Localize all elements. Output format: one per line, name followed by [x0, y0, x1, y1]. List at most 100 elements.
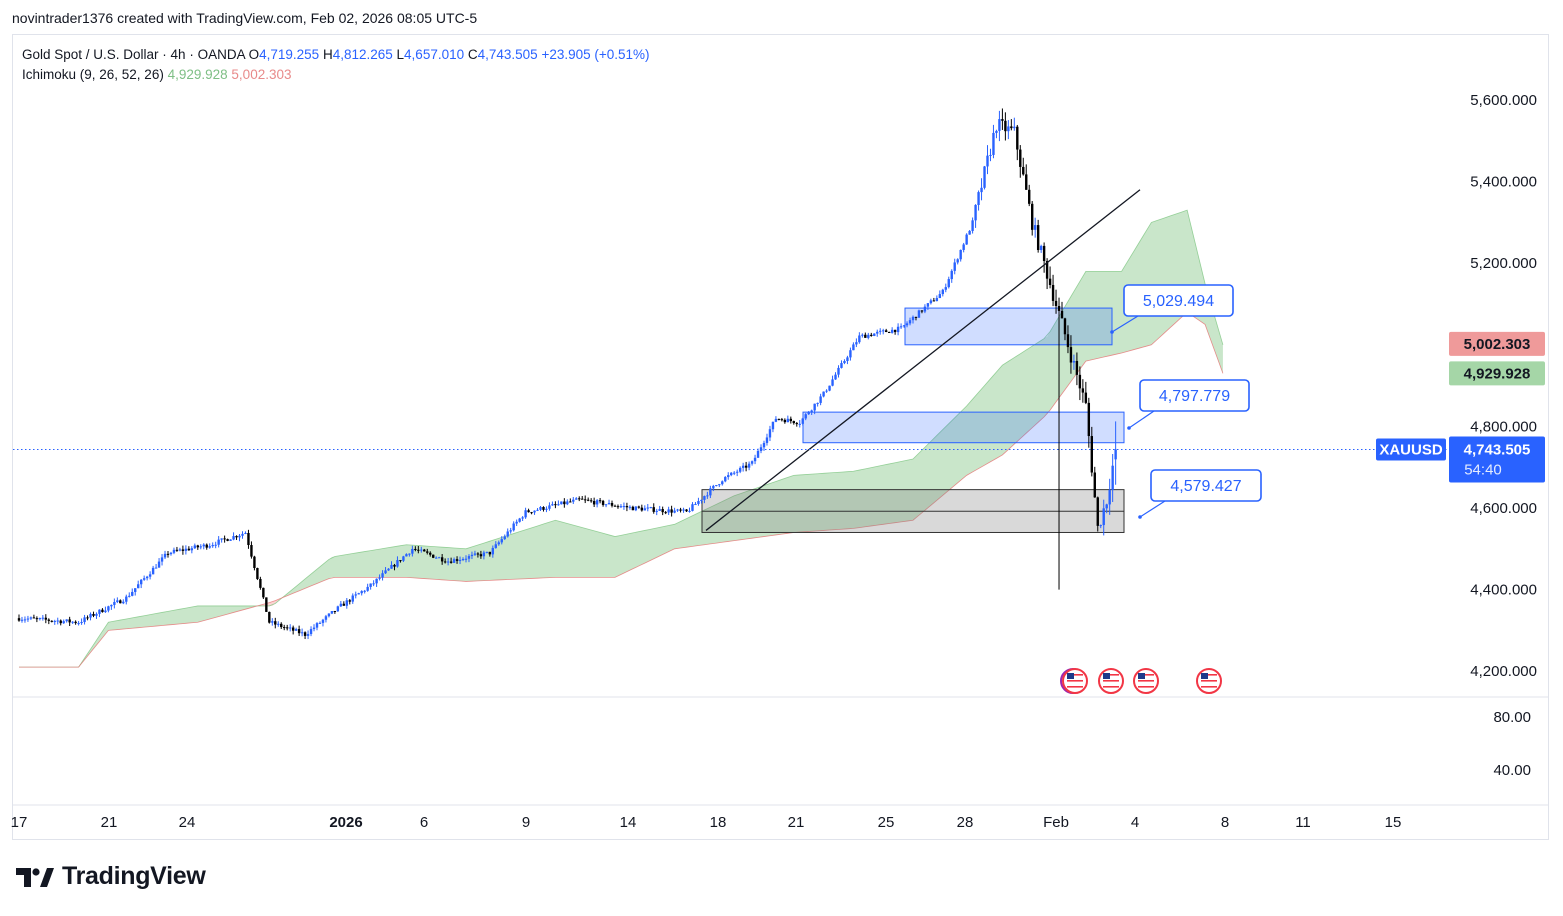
- us-flag-event-icon[interactable]: [1133, 668, 1159, 694]
- candle: [882, 328, 885, 335]
- candle: [941, 288, 944, 297]
- candle: [756, 448, 760, 458]
- candle-body: [86, 617, 89, 619]
- candle: [467, 554, 471, 563]
- candle: [738, 466, 742, 474]
- candle-body: [116, 600, 119, 602]
- candle: [166, 551, 170, 558]
- candle: [950, 269, 953, 283]
- candle-body: [616, 506, 620, 508]
- candle: [122, 599, 125, 605]
- candle-body: [262, 587, 265, 598]
- candle: [676, 508, 679, 512]
- candle: [65, 619, 68, 623]
- candle-body: [536, 509, 539, 511]
- candle-body: [1013, 126, 1016, 129]
- candle-body: [703, 496, 706, 500]
- candle-body: [798, 423, 801, 425]
- candle-body: [238, 535, 241, 538]
- candle: [998, 110, 1001, 142]
- symbol-badge-bg: [1376, 438, 1446, 461]
- candle: [26, 615, 30, 622]
- candle-body: [214, 544, 217, 546]
- y-tick-label: 5,600.000: [1470, 92, 1537, 109]
- candle: [369, 583, 372, 590]
- candle: [792, 420, 795, 425]
- candle-body: [288, 627, 292, 629]
- candle-body: [578, 498, 581, 500]
- candle-body: [405, 554, 408, 557]
- candle: [17, 614, 21, 622]
- candle: [420, 546, 423, 553]
- candle: [965, 233, 968, 245]
- ichimoku-b-badge-text: 5,002.303: [1464, 336, 1531, 353]
- candle: [211, 542, 214, 548]
- y-tick-label: 4,400.000: [1470, 582, 1537, 599]
- candle-body: [634, 506, 638, 511]
- candle: [291, 625, 295, 635]
- candle: [455, 556, 459, 564]
- candle-body: [697, 500, 700, 505]
- candle: [658, 505, 661, 511]
- candle-body: [497, 542, 500, 545]
- candle-body: [312, 627, 316, 630]
- candle-body: [423, 549, 426, 552]
- candle: [911, 315, 915, 324]
- candle-body: [947, 279, 950, 288]
- legend-ichimoku-label[interactable]: Ichimoku (9, 26, 52, 26): [22, 67, 164, 82]
- candle-body: [744, 465, 748, 468]
- candle-body: [980, 187, 983, 193]
- candle: [208, 543, 211, 549]
- candle-body: [327, 613, 331, 617]
- candle: [625, 502, 629, 512]
- candle: [333, 610, 337, 614]
- candle-body: [92, 613, 95, 616]
- candle-body: [655, 510, 658, 512]
- candle: [68, 616, 71, 627]
- candle-body: [786, 418, 790, 423]
- candle: [983, 165, 986, 190]
- candle-body: [777, 418, 781, 420]
- candle-body: [545, 508, 548, 510]
- x-tick-label: 25: [878, 814, 895, 831]
- candle-body: [32, 617, 36, 619]
- zone-callout[interactable]: 5,029.494: [1110, 284, 1234, 334]
- candle-body: [676, 509, 679, 511]
- candle: [458, 556, 462, 565]
- us-flag-event-icon[interactable]: [1196, 668, 1222, 694]
- candle: [476, 552, 480, 558]
- event-markers[interactable]: [1060, 668, 1222, 694]
- candle: [256, 567, 259, 581]
- candle: [834, 372, 837, 380]
- candle: [35, 616, 39, 623]
- zone-callout[interactable]: 4,579.427: [1138, 469, 1262, 519]
- candle-body: [44, 617, 48, 620]
- us-flag-event-icon[interactable]: [1098, 668, 1124, 694]
- candle: [1108, 478, 1111, 515]
- candle: [92, 611, 95, 618]
- candle-body: [20, 619, 24, 621]
- tradingview-logo[interactable]: TradingView: [16, 862, 206, 891]
- candle: [813, 403, 816, 415]
- candle-body: [1084, 392, 1088, 403]
- candle: [902, 325, 906, 328]
- legend-symbol[interactable]: Gold Spot / U.S. Dollar · 4h · OANDA: [22, 47, 245, 62]
- candle-body: [1105, 504, 1108, 509]
- candle: [339, 600, 343, 608]
- overlays: 5,029.494 4,797.779 4,579.427: [13, 189, 1449, 531]
- flag-stripe: [1103, 683, 1119, 685]
- us-flag-event-icon[interactable]: [1060, 668, 1088, 694]
- candle-body: [846, 357, 849, 362]
- candle-body: [828, 385, 831, 391]
- zone-callout[interactable]: 4,797.779: [1127, 379, 1250, 430]
- candle: [294, 627, 298, 632]
- candle: [1010, 119, 1013, 131]
- candle-body: [452, 559, 456, 563]
- candle-body: [41, 617, 45, 619]
- candle: [80, 618, 83, 625]
- candle-body: [944, 287, 947, 290]
- cloud-green: [19, 605, 261, 668]
- candle: [667, 506, 670, 515]
- candle-body: [649, 507, 652, 509]
